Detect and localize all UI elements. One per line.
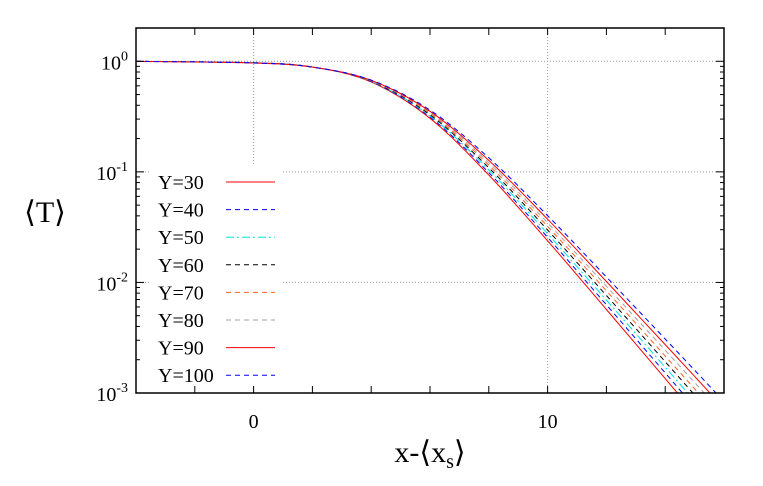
- legend-label: Y=40: [158, 200, 204, 222]
- legend: Y=30 Y=40 Y=50 Y=60 Y=70 Y=80 Y=90 Y=100: [158, 172, 275, 387]
- legend-label: Y=50: [158, 227, 204, 249]
- y-axis-label: ⟨T⟩: [24, 196, 66, 229]
- curves: [136, 60, 717, 393]
- y-tick-label: 100: [101, 49, 128, 74]
- legend-label: Y=70: [158, 282, 204, 304]
- y-tick-label: 10-3: [96, 381, 128, 406]
- legend-label: Y=80: [158, 310, 204, 332]
- y-tick-label: 10-2: [96, 270, 128, 295]
- legend-label: Y=90: [158, 338, 204, 360]
- series-line-y-100: [136, 60, 717, 393]
- ticks: 0 10 100 10-1 10-2 10-3: [96, 27, 725, 433]
- x-tick-label: 10: [538, 411, 558, 433]
- legend-label: Y=30: [158, 172, 204, 194]
- grid: [136, 28, 724, 393]
- legend-label: Y=100: [158, 365, 214, 387]
- legend-background: [150, 166, 282, 388]
- x-tick-label: 0: [249, 411, 259, 433]
- legend-label: Y=60: [158, 255, 204, 277]
- x-axis-label: x-⟨xs⟩: [394, 436, 465, 473]
- y-tick-label: 10-1: [96, 160, 128, 185]
